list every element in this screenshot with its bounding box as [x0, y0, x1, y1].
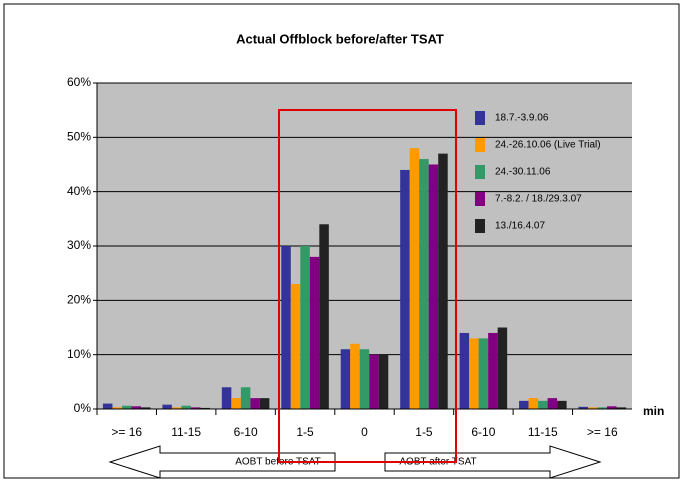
- y-tick-label: 30%: [67, 238, 91, 252]
- bar: [319, 224, 329, 409]
- bar: [112, 407, 122, 409]
- x-tick-label: >= 16: [587, 425, 618, 439]
- bar: [557, 400, 567, 409]
- bar: [340, 349, 351, 409]
- bar: [231, 398, 241, 409]
- bar: [350, 343, 360, 409]
- y-tick-label: 20%: [67, 293, 91, 307]
- x-axis-label: min: [643, 404, 664, 418]
- bar: [131, 406, 141, 409]
- bar: [497, 327, 508, 409]
- bar: [547, 398, 558, 409]
- y-tick-label: 0%: [74, 401, 92, 415]
- bar: [200, 407, 210, 409]
- x-tick-label: 11-15: [528, 425, 558, 439]
- x-tick-label: >= 16: [111, 425, 142, 439]
- chart-title: Actual Offblock before/after TSAT: [236, 31, 444, 46]
- bar: [400, 169, 410, 409]
- bar: [309, 256, 320, 409]
- x-tick-label: 6-10: [471, 425, 495, 439]
- legend-label: 24.-26.10.06 (Live Trial): [495, 140, 601, 151]
- bar: [171, 407, 182, 409]
- bar: [616, 407, 627, 409]
- x-tick-label: 6-10: [234, 425, 258, 439]
- bar: [259, 398, 270, 409]
- bar: [469, 338, 479, 409]
- bar: [300, 246, 310, 409]
- bar: [538, 400, 548, 409]
- bar: [607, 406, 617, 409]
- bar: [588, 407, 598, 409]
- bar: [438, 153, 448, 409]
- bar: [221, 387, 232, 409]
- legend-swatch: [475, 138, 485, 152]
- legend-label: 18.7.-3.9.06: [495, 113, 549, 124]
- legend-swatch: [475, 219, 485, 233]
- bar: [428, 164, 439, 409]
- bar: [597, 407, 608, 409]
- bar: [250, 398, 260, 409]
- bar: [378, 354, 389, 409]
- legend-label: 7.-8.2. / 18./29.3.07: [495, 194, 582, 205]
- bar: [578, 406, 589, 409]
- bar: [290, 284, 301, 409]
- legend-swatch: [475, 111, 485, 125]
- x-tick-label: 0: [361, 425, 368, 439]
- y-tick-label: 10%: [67, 347, 91, 361]
- legend-swatch: [475, 192, 485, 206]
- bar: [240, 387, 251, 409]
- bar: [121, 405, 132, 409]
- y-tick-label: 50%: [67, 130, 91, 144]
- legend-swatch: [475, 165, 485, 179]
- legend-label: 13./16.4.07: [495, 221, 545, 232]
- bar: [162, 404, 172, 409]
- highlight-box: [278, 109, 457, 463]
- bar: [488, 332, 498, 409]
- bar: [190, 407, 201, 409]
- legend-label: 24.-30.11.06: [495, 167, 551, 178]
- bar: [459, 332, 470, 409]
- bar: [419, 159, 429, 409]
- bar: [359, 349, 370, 409]
- y-tick-label: 60%: [67, 75, 91, 89]
- bar: [478, 338, 489, 409]
- bar: [409, 148, 420, 409]
- bar: [181, 405, 191, 409]
- x-tick-label: 1-5: [415, 425, 433, 439]
- bar: [519, 400, 529, 409]
- bar: [528, 398, 539, 409]
- x-tick-label: 1-5: [296, 425, 314, 439]
- bar: [369, 354, 379, 409]
- x-tick-label: 11-15: [171, 425, 201, 439]
- bar: [281, 246, 291, 409]
- bar: [102, 403, 113, 409]
- bar: [140, 407, 151, 409]
- y-tick-label: 40%: [67, 184, 91, 198]
